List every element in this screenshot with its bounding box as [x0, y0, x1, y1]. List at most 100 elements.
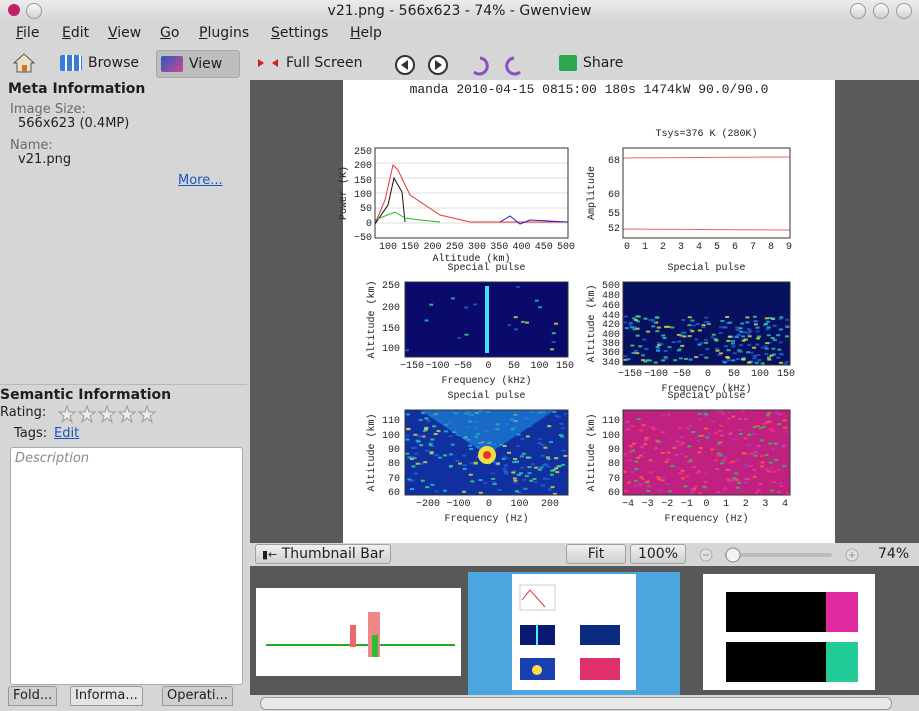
- plot-heatmap-cell: [756, 489, 761, 492]
- thumbnail[interactable]: [703, 574, 875, 690]
- plot-feature: [485, 286, 489, 353]
- plot-heatmap-cell: [718, 352, 723, 355]
- plot-heatmap-cell: [661, 414, 666, 417]
- plot-heatmap-cell: [691, 466, 696, 469]
- thumbnail-bar-toggle[interactable]: ▮← Thumbnail Bar: [255, 544, 392, 564]
- plot-heatmap-cell: [473, 461, 478, 464]
- plot-heatmap-cell: [704, 341, 709, 344]
- plot-heatmap-cell: [690, 489, 695, 492]
- plot-heatmap-cell: [772, 353, 777, 356]
- plot-heatmap-cell: [417, 435, 422, 438]
- plot-heatmap-cell: [524, 475, 529, 478]
- plot-x-tick-label: 0: [486, 499, 492, 510]
- menu-item[interactable]: Settings: [271, 25, 329, 41]
- window-menu-button[interactable]: [26, 3, 42, 19]
- plot-heatmap-cell: [657, 478, 662, 481]
- plot-heatmap-cell: [410, 479, 415, 482]
- plot-heatmap-cell: [663, 356, 668, 359]
- close-button[interactable]: [896, 3, 912, 19]
- plot-y-tick-label: 200: [354, 161, 372, 172]
- more-link[interactable]: More...: [178, 173, 223, 188]
- sidebar-tab[interactable]: Operati...: [162, 686, 233, 706]
- sidebar-tab[interactable]: Fold...: [8, 686, 58, 706]
- field-label: Name:: [10, 138, 53, 153]
- next-button[interactable]: [428, 55, 448, 75]
- share-button[interactable]: Share: [555, 50, 653, 76]
- plot-heatmap-cell: [631, 351, 636, 354]
- plot-heatmap-cell: [721, 412, 726, 415]
- plot-heatmap-cell: [741, 339, 746, 342]
- sidebar-tab[interactable]: Informa...: [70, 686, 143, 706]
- plot-heatmap-cell: [636, 315, 641, 318]
- plot-heatmap-cell: [784, 318, 789, 321]
- previous-button[interactable]: [395, 55, 415, 75]
- plot-heatmap-cell: [674, 453, 679, 456]
- zoom-slider[interactable]: [698, 545, 863, 565]
- plot-heatmap-cell: [513, 328, 518, 331]
- fit-button[interactable]: Fit: [566, 544, 626, 564]
- horizontal-scrollbar[interactable]: [250, 695, 919, 711]
- menu-item[interactable]: Help: [350, 25, 382, 41]
- plot-heatmap-cell: [678, 427, 683, 430]
- browse-button[interactable]: Browse: [56, 50, 148, 76]
- plot-heatmap-cell: [783, 362, 788, 365]
- plot-x-tick-label: −100: [644, 369, 668, 380]
- plot-heatmap-cell: [710, 420, 715, 423]
- menu-item[interactable]: View: [108, 25, 142, 41]
- rotate-right-button[interactable]: [505, 56, 521, 76]
- thumbnail[interactable]: [256, 588, 461, 676]
- menu-item[interactable]: Edit: [62, 25, 90, 41]
- plot-heatmap-cell: [767, 358, 772, 361]
- plot-heatmap-cell: [726, 349, 731, 352]
- scrollbar-handle[interactable]: [260, 697, 892, 710]
- plot-heatmap-cell: [550, 486, 555, 489]
- plot-heatmap-cell: [648, 471, 653, 474]
- plot-heatmap-cell: [646, 485, 651, 488]
- maximize-button[interactable]: [873, 3, 889, 19]
- menu-item[interactable]: Go: [160, 25, 180, 41]
- plot-heatmap-cell: [697, 412, 702, 415]
- rating-stars[interactable]: [58, 405, 162, 423]
- plot-x-tick-label: 200: [541, 499, 559, 510]
- view-button[interactable]: View: [156, 50, 240, 78]
- plot-heatmap-cell: [549, 441, 554, 444]
- plot-heatmap-cell: [643, 360, 648, 363]
- rotate-left-button[interactable]: [473, 56, 489, 76]
- plot-heatmap-cell: [710, 336, 715, 339]
- plot-x-tick-label: −4: [622, 499, 634, 510]
- plot-heatmap-cell: [777, 348, 782, 351]
- splitter[interactable]: [0, 384, 247, 385]
- plot-heatmap-cell: [409, 457, 414, 460]
- plot-heatmap-cell: [778, 413, 783, 416]
- minimize-button[interactable]: [850, 3, 866, 19]
- description-field[interactable]: Description: [10, 447, 243, 685]
- menu-item[interactable]: File: [16, 25, 40, 41]
- full-screen-button[interactable]: Full Screen: [252, 50, 370, 76]
- plot-heatmap-cell: [722, 459, 727, 462]
- plot-heatmap-cell: [511, 471, 516, 474]
- zoom-100-button[interactable]: 100%: [630, 544, 686, 564]
- plot-heatmap-cell: [782, 465, 787, 468]
- plot-heatmap-cell: [520, 320, 525, 323]
- plot-heatmap-cell: [774, 411, 779, 414]
- button-label: Thumbnail Bar: [281, 546, 385, 562]
- plot-heatmap-cell: [626, 428, 631, 431]
- thumbnail-selected[interactable]: [468, 572, 680, 695]
- toolbar: Browse View Full Screen Share: [0, 46, 919, 80]
- plot-heatmap-cell: [468, 473, 473, 476]
- tags-edit-link[interactable]: Edit: [54, 426, 80, 441]
- plot-heatmap-cell: [776, 468, 781, 471]
- plot-heatmap-cell: [629, 326, 634, 329]
- plot-heatmap-cell: [748, 452, 753, 455]
- plot-x-tick-label: 0: [485, 361, 491, 372]
- menu-item[interactable]: Plugins: [199, 25, 250, 41]
- plot-heatmap-cell: [632, 328, 637, 331]
- home-button[interactable]: [12, 50, 42, 76]
- plot-heatmap-cell: [630, 449, 635, 452]
- plot-heatmap-cell: [507, 451, 512, 454]
- plot-heatmap-cell: [743, 437, 748, 440]
- plot-heatmap-cell: [495, 461, 500, 464]
- plot-heatmap-cell: [430, 444, 435, 447]
- plot-title: Special pulse: [667, 262, 745, 274]
- plot-heatmap-cell: [635, 334, 640, 337]
